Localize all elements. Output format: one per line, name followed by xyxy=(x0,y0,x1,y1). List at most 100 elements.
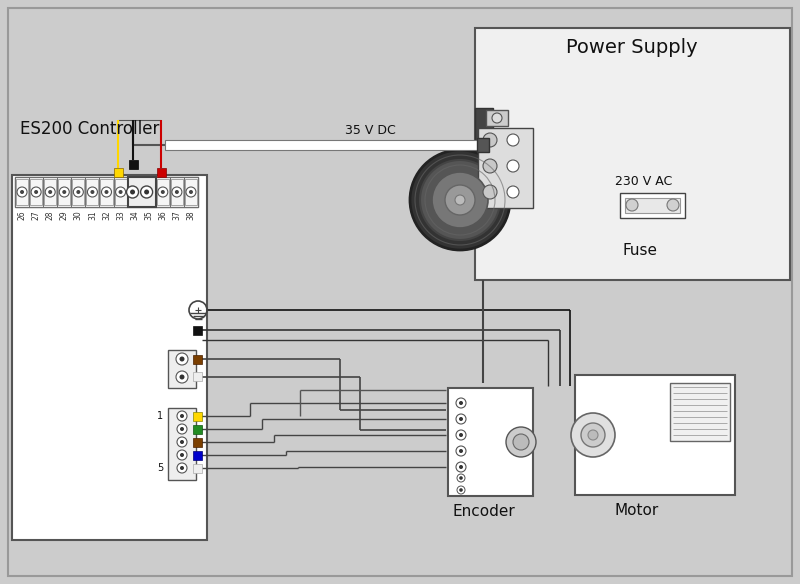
Circle shape xyxy=(180,427,184,431)
Circle shape xyxy=(626,199,638,211)
Bar xyxy=(15,177,198,207)
Circle shape xyxy=(17,187,27,197)
Bar xyxy=(575,375,735,495)
Circle shape xyxy=(459,488,462,492)
Text: 230 V AC: 230 V AC xyxy=(615,175,672,188)
Circle shape xyxy=(459,417,463,421)
Bar xyxy=(193,451,202,460)
Bar xyxy=(29,177,43,207)
Bar xyxy=(44,179,56,205)
Bar xyxy=(30,179,42,205)
Bar xyxy=(12,175,207,540)
Circle shape xyxy=(420,160,500,240)
Text: 31: 31 xyxy=(88,210,97,220)
Bar xyxy=(114,179,126,205)
Bar xyxy=(16,179,28,205)
Bar xyxy=(184,177,198,207)
Bar xyxy=(168,408,196,480)
Circle shape xyxy=(180,440,184,444)
Bar xyxy=(157,168,166,177)
Bar xyxy=(15,177,29,207)
Text: 26: 26 xyxy=(18,210,26,220)
Bar xyxy=(478,128,533,208)
Bar xyxy=(475,28,790,280)
Circle shape xyxy=(74,187,83,197)
Circle shape xyxy=(483,185,497,199)
Circle shape xyxy=(48,190,52,194)
Circle shape xyxy=(456,462,466,472)
Circle shape xyxy=(455,195,465,205)
Text: Power Supply: Power Supply xyxy=(566,38,698,57)
Circle shape xyxy=(126,186,138,198)
Circle shape xyxy=(457,474,465,482)
Text: 28: 28 xyxy=(46,210,54,220)
Circle shape xyxy=(456,430,466,440)
Text: 29: 29 xyxy=(60,210,69,220)
Circle shape xyxy=(34,190,38,194)
Circle shape xyxy=(179,356,185,361)
Bar xyxy=(71,177,86,207)
Circle shape xyxy=(176,353,188,365)
Circle shape xyxy=(571,413,615,457)
Bar xyxy=(129,179,141,205)
Circle shape xyxy=(59,187,70,197)
Text: 5: 5 xyxy=(157,463,163,473)
Bar xyxy=(193,464,202,473)
Text: 33: 33 xyxy=(116,210,125,220)
Circle shape xyxy=(186,187,196,197)
Circle shape xyxy=(130,187,140,197)
Bar xyxy=(86,179,98,205)
Circle shape xyxy=(177,450,187,460)
Circle shape xyxy=(410,150,510,250)
Circle shape xyxy=(459,449,463,453)
Text: 34: 34 xyxy=(130,210,139,220)
Bar xyxy=(165,140,483,150)
Text: 36: 36 xyxy=(158,210,167,220)
Bar xyxy=(43,177,58,207)
Text: 32: 32 xyxy=(102,210,111,220)
Bar xyxy=(142,177,156,207)
Circle shape xyxy=(20,190,24,194)
Bar xyxy=(193,326,202,335)
Circle shape xyxy=(432,172,488,228)
Circle shape xyxy=(581,423,605,447)
Bar xyxy=(448,388,533,496)
Bar xyxy=(156,177,170,207)
Circle shape xyxy=(130,189,135,194)
Bar xyxy=(129,160,138,169)
Text: Motor: Motor xyxy=(615,503,659,518)
Bar xyxy=(86,177,99,207)
Circle shape xyxy=(76,190,80,194)
Circle shape xyxy=(456,414,466,424)
Bar xyxy=(193,412,202,421)
Circle shape xyxy=(177,424,187,434)
Circle shape xyxy=(445,185,475,215)
Bar xyxy=(625,198,680,213)
Text: 1: 1 xyxy=(157,411,163,421)
Circle shape xyxy=(31,187,41,197)
Circle shape xyxy=(115,187,126,197)
Circle shape xyxy=(507,186,519,198)
Bar xyxy=(58,177,71,207)
Bar xyxy=(171,179,183,205)
Bar xyxy=(114,177,128,207)
Circle shape xyxy=(179,374,185,380)
Bar xyxy=(142,179,154,205)
Bar xyxy=(58,179,70,205)
Bar xyxy=(193,438,202,447)
Bar xyxy=(475,108,493,228)
Bar xyxy=(185,179,197,205)
Circle shape xyxy=(483,159,497,173)
Circle shape xyxy=(118,190,122,194)
Circle shape xyxy=(177,411,187,421)
Text: 30: 30 xyxy=(74,210,83,220)
Circle shape xyxy=(492,113,502,123)
Circle shape xyxy=(102,187,111,197)
Circle shape xyxy=(45,187,55,197)
Circle shape xyxy=(456,398,466,408)
Text: Encoder: Encoder xyxy=(453,504,516,519)
Bar xyxy=(128,177,142,207)
Bar xyxy=(486,110,508,126)
Circle shape xyxy=(588,430,598,440)
Circle shape xyxy=(507,160,519,172)
